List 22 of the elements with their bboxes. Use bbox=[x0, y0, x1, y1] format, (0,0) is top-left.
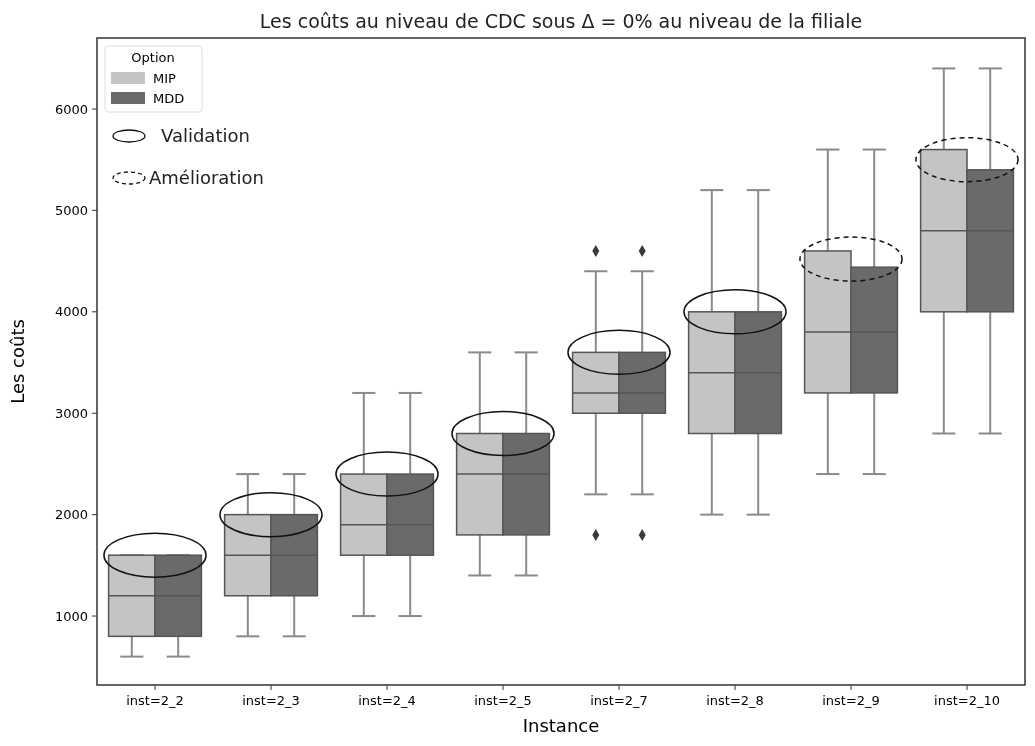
x-tick-label: inst=2_5 bbox=[474, 693, 532, 708]
x-tick-label: inst=2_8 bbox=[706, 693, 764, 708]
y-tick-label: 5000 bbox=[54, 202, 88, 218]
x-axis-title: Instance bbox=[522, 715, 600, 736]
chart-title: Les coûts au niveau de CDC sous Δ = 0% au niveau de la filiale bbox=[259, 10, 863, 32]
x-tick-label: inst=2_3 bbox=[242, 693, 300, 708]
legend-label: MDD bbox=[153, 91, 185, 106]
annotation: Validation bbox=[161, 125, 250, 146]
annotation: Amélioration bbox=[149, 167, 264, 188]
legend-label: MIP bbox=[153, 71, 177, 86]
x-tick-label: inst=2_7 bbox=[590, 693, 648, 708]
legend-title: Option bbox=[131, 50, 175, 65]
x-tick-label: inst=2_2 bbox=[126, 693, 184, 708]
y-tick-label: 3000 bbox=[54, 405, 88, 421]
y-tick-label: 4000 bbox=[54, 304, 88, 320]
y-axis-title: Les coûts bbox=[7, 319, 28, 404]
y-tick-label: 1000 bbox=[54, 608, 88, 624]
x-tick-label: inst=2_9 bbox=[822, 693, 880, 708]
y-tick-label: 6000 bbox=[54, 101, 88, 117]
y-tick-label: 2000 bbox=[54, 507, 88, 523]
x-tick-label: inst=2_10 bbox=[934, 693, 1000, 708]
x-tick-label: inst=2_4 bbox=[358, 693, 416, 708]
